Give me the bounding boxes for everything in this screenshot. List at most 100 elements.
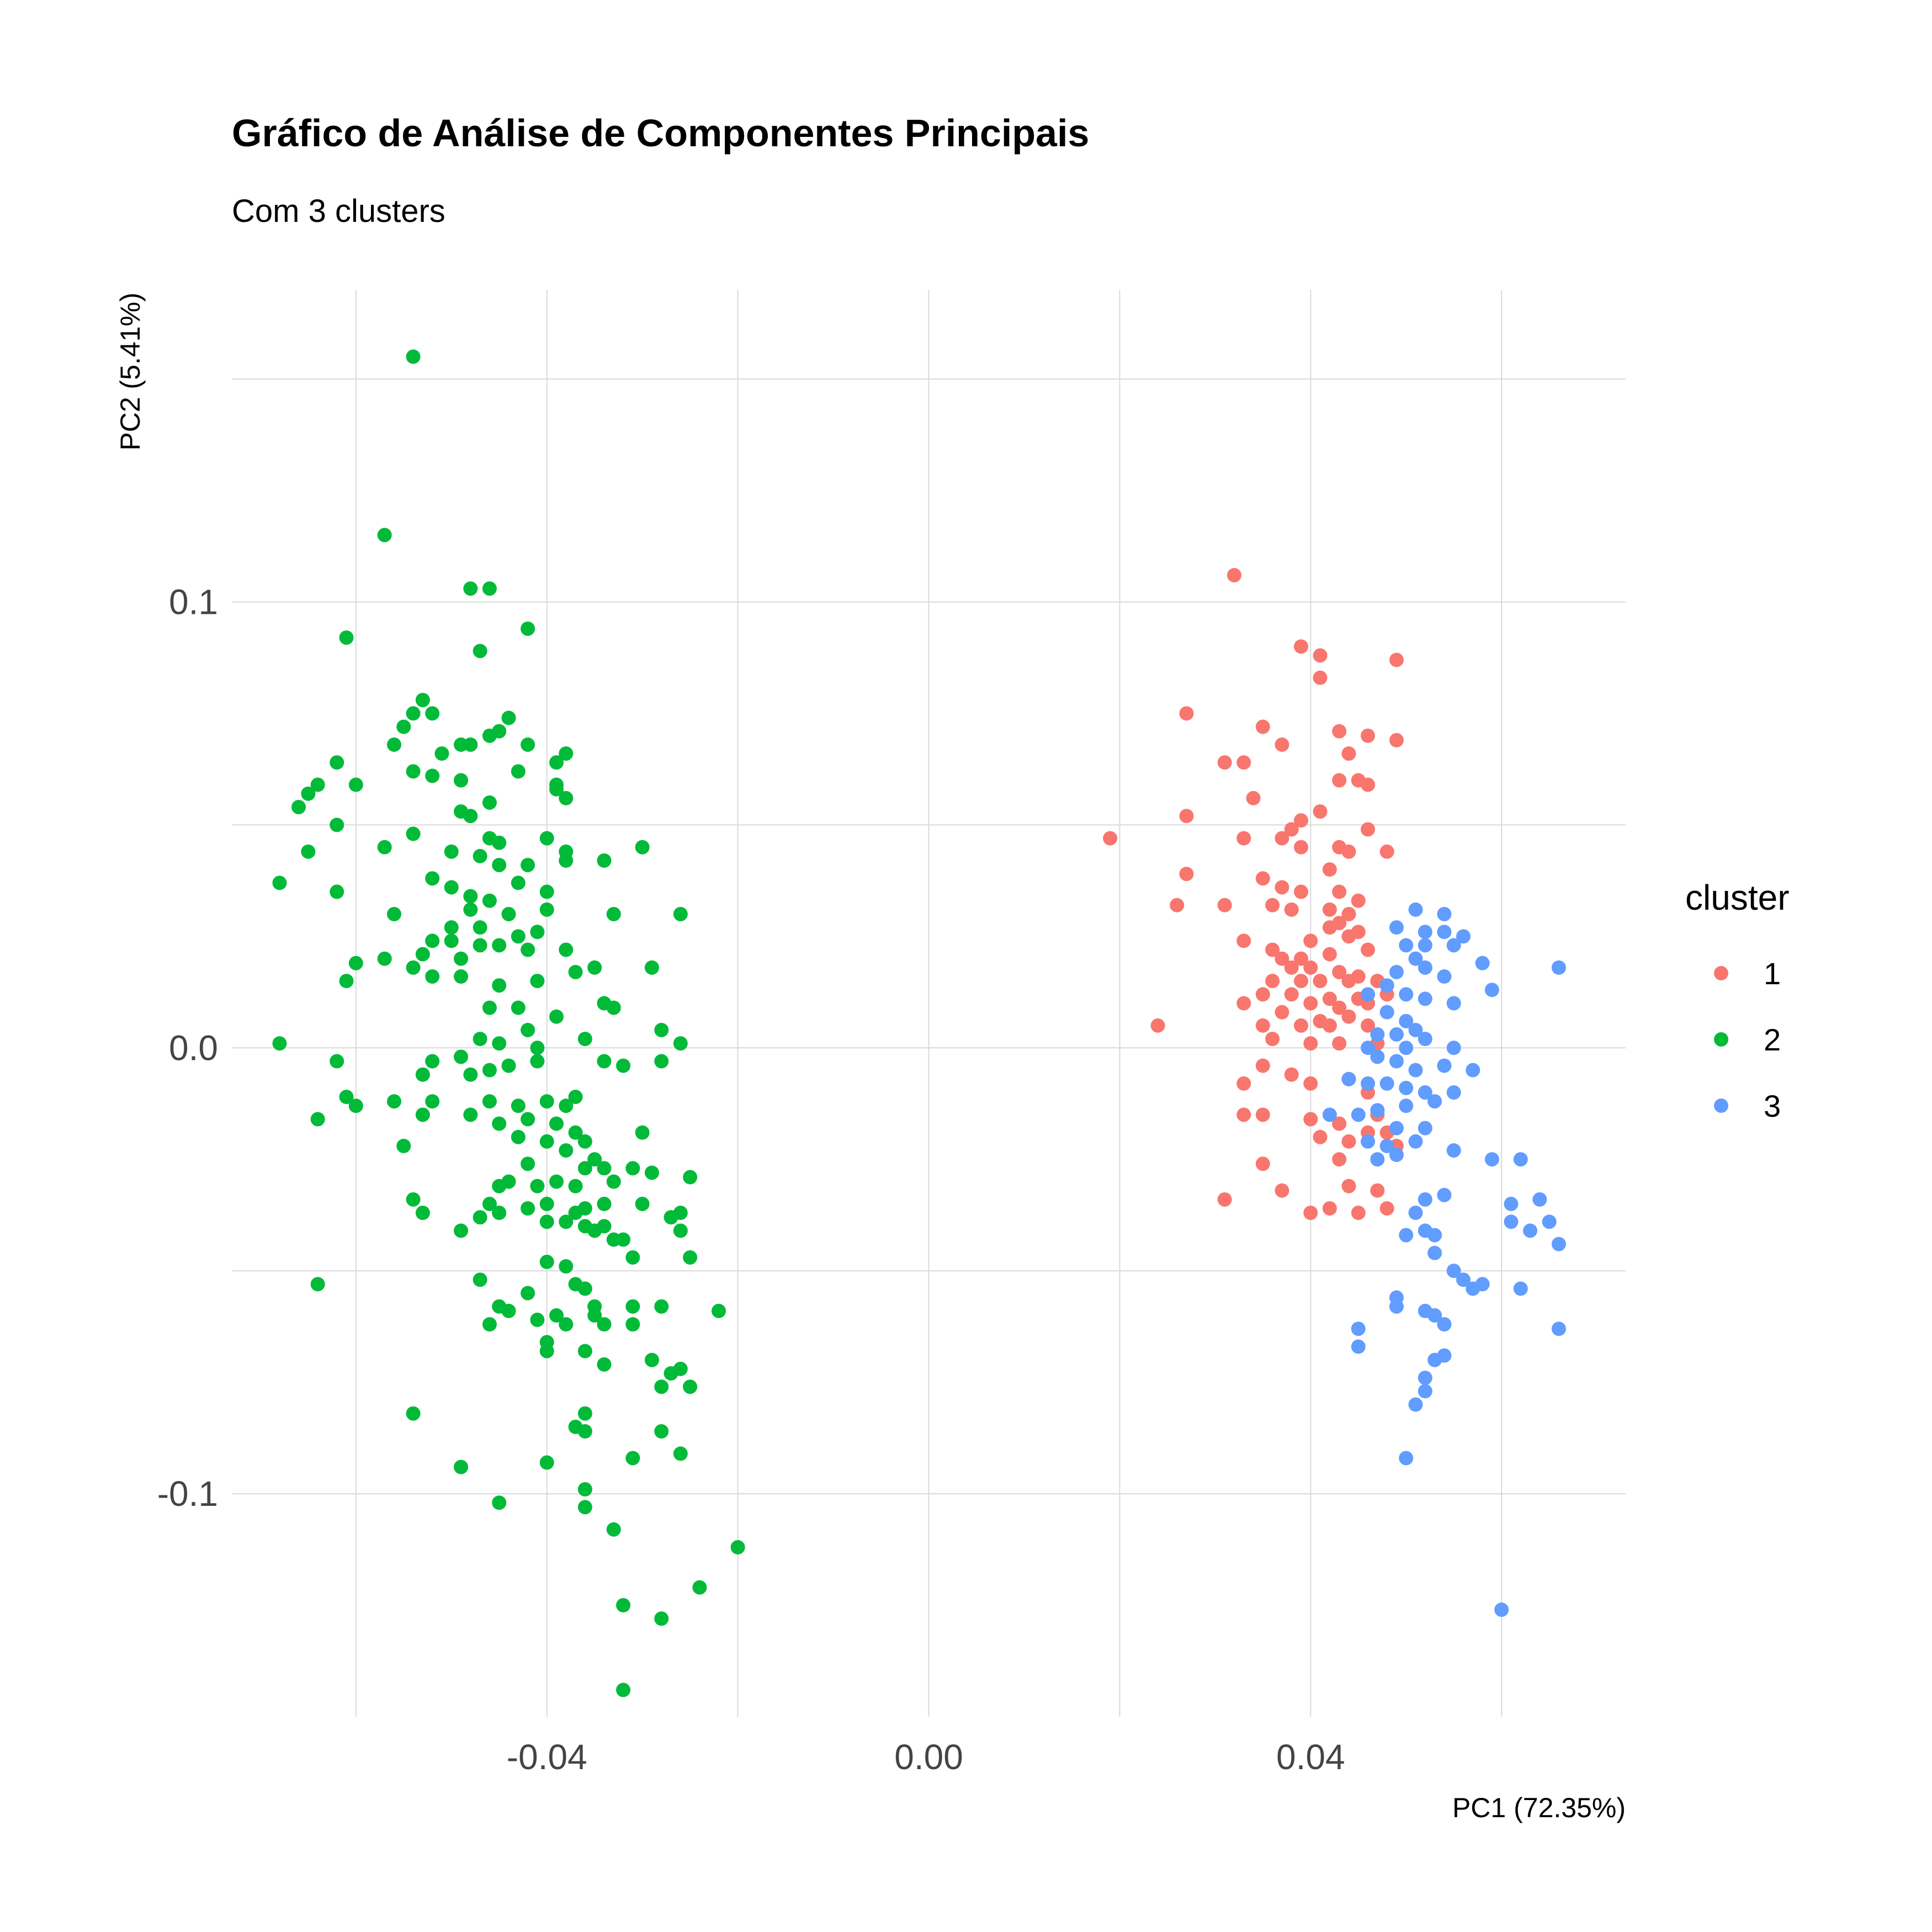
cluster-1-point bbox=[1341, 906, 1356, 921]
cluster-2-point bbox=[654, 1611, 669, 1626]
cluster-2-point bbox=[673, 1223, 688, 1238]
cluster-2-point bbox=[425, 1094, 440, 1109]
cluster-2-point bbox=[511, 1098, 526, 1113]
cluster-2-point bbox=[616, 1682, 631, 1697]
cluster-2-point bbox=[568, 964, 583, 979]
cluster-2-point bbox=[482, 581, 497, 596]
cluster-3-point bbox=[1389, 920, 1404, 935]
cluster-2-point bbox=[348, 956, 363, 970]
cluster-1-point bbox=[1322, 862, 1337, 877]
cluster-3-point bbox=[1399, 1080, 1414, 1095]
cluster-1-point bbox=[1265, 1032, 1280, 1047]
chart-title: Gráfico de Análise de Componentes Princi… bbox=[232, 112, 1089, 155]
cluster-2-point bbox=[625, 1161, 640, 1176]
cluster-2-point bbox=[473, 1272, 487, 1287]
cluster-2-point bbox=[463, 1067, 478, 1082]
cluster-1-point bbox=[1341, 1179, 1356, 1193]
cluster-3-point bbox=[1446, 1143, 1461, 1158]
cluster-1-point bbox=[1265, 942, 1280, 957]
cluster-2-point bbox=[597, 1357, 612, 1372]
cluster-2-point bbox=[425, 1054, 440, 1069]
cluster-2-point bbox=[521, 858, 535, 873]
cluster-2-point bbox=[387, 737, 402, 752]
cluster-2-point bbox=[530, 1054, 545, 1069]
cluster-2-point bbox=[712, 1303, 726, 1318]
cluster-1-point bbox=[1303, 1076, 1318, 1091]
cluster-2-point bbox=[425, 768, 440, 783]
cluster-1-point bbox=[1322, 991, 1337, 1006]
cluster-1-point bbox=[1284, 987, 1299, 1002]
cluster-2-point bbox=[539, 1455, 554, 1470]
cluster-3-point bbox=[1408, 1397, 1423, 1412]
cluster-2-point bbox=[616, 1058, 631, 1073]
x-tick-label: 0.00 bbox=[894, 1737, 963, 1777]
cluster-2-point bbox=[654, 1379, 669, 1394]
cluster-2-point bbox=[530, 974, 545, 989]
cluster-2-point bbox=[482, 728, 497, 743]
cluster-2-point bbox=[616, 1598, 631, 1613]
cluster-2-point bbox=[396, 1139, 411, 1153]
cluster-2-point bbox=[549, 1009, 564, 1024]
cluster-2-point bbox=[577, 1032, 592, 1047]
cluster-2-point bbox=[683, 1250, 698, 1265]
cluster-1-point bbox=[1236, 1107, 1251, 1122]
cluster-2-point bbox=[463, 889, 478, 904]
cluster-1-point bbox=[1293, 840, 1308, 854]
cluster-3-point bbox=[1418, 991, 1432, 1006]
cluster-1-point bbox=[1236, 755, 1251, 770]
cluster-2-point bbox=[330, 755, 344, 770]
cluster-1-point bbox=[1332, 1000, 1347, 1015]
cluster-2-point bbox=[539, 1197, 554, 1212]
cluster-1-point bbox=[1332, 964, 1347, 979]
cluster-2-point bbox=[577, 1344, 592, 1358]
cluster-2-point bbox=[616, 1232, 631, 1247]
cluster-1-point bbox=[1341, 746, 1356, 761]
cluster-2-point bbox=[330, 884, 344, 899]
cluster-2-point bbox=[492, 978, 507, 993]
cluster-2-point bbox=[473, 848, 487, 863]
cluster-2-point bbox=[310, 1277, 325, 1292]
cluster-3-point bbox=[1389, 964, 1404, 979]
cluster-2-point bbox=[673, 1361, 688, 1376]
cluster-3-point bbox=[1418, 1085, 1432, 1100]
cluster-2-point bbox=[539, 1134, 554, 1149]
cluster-3-point bbox=[1418, 925, 1432, 940]
cluster-1-point bbox=[1255, 987, 1270, 1002]
cluster-2-point bbox=[463, 737, 478, 752]
cluster-3-point bbox=[1484, 983, 1499, 997]
cluster-3-point bbox=[1399, 1451, 1414, 1466]
cluster-2-point bbox=[482, 1094, 497, 1109]
cluster-2-point bbox=[673, 906, 688, 921]
cluster-2-point bbox=[454, 951, 469, 966]
cluster-1-point bbox=[1275, 880, 1289, 895]
cluster-3-point bbox=[1389, 1121, 1404, 1135]
cluster-2-point bbox=[454, 773, 469, 788]
cluster-2-point bbox=[291, 800, 306, 815]
cluster-3-point bbox=[1379, 1076, 1394, 1091]
cluster-3-point bbox=[1361, 1076, 1376, 1091]
cluster-2-point bbox=[606, 1522, 621, 1537]
cluster-1-point bbox=[1227, 568, 1241, 582]
cluster-3-point bbox=[1399, 1013, 1414, 1028]
cluster-2-point bbox=[549, 1174, 564, 1189]
cluster-2-point bbox=[463, 1107, 478, 1122]
cluster-1-point bbox=[1303, 1206, 1318, 1220]
cluster-2-point bbox=[348, 777, 363, 792]
cluster-3-point bbox=[1418, 938, 1432, 953]
cluster-1-point bbox=[1313, 1129, 1328, 1144]
cluster-1-point bbox=[1351, 893, 1366, 908]
cluster-1-point bbox=[1255, 1107, 1270, 1122]
cluster-3-point bbox=[1351, 1339, 1366, 1354]
cluster-1-point bbox=[1361, 1018, 1376, 1033]
cluster-1-point bbox=[1389, 652, 1404, 667]
cluster-2-point bbox=[559, 1214, 574, 1229]
cluster-2-point bbox=[539, 831, 554, 846]
cluster-2-point bbox=[492, 1116, 507, 1131]
cluster-1-point bbox=[1293, 813, 1308, 828]
cluster-1-point bbox=[1293, 639, 1308, 654]
cluster-2-point bbox=[501, 906, 516, 921]
cluster-2-point bbox=[454, 969, 469, 984]
cluster-3-point bbox=[1399, 1228, 1414, 1243]
cluster-1-point bbox=[1341, 1134, 1356, 1149]
